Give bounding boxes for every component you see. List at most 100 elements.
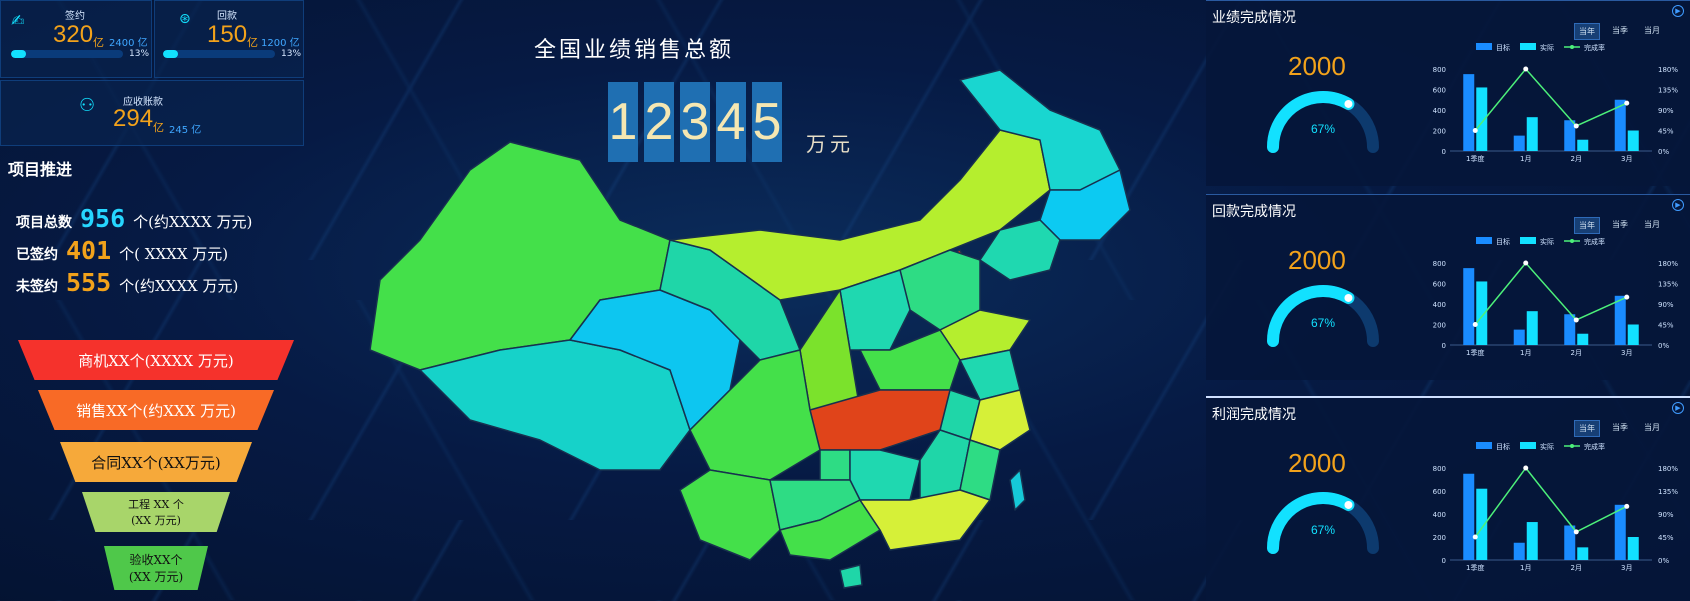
sales-digit: 1: [608, 82, 638, 162]
y-tick-label: 0: [1442, 342, 1446, 350]
bar-actual: [1577, 333, 1589, 345]
funnel-stage-sales[interactable]: 销售XX个(约XXX 万元): [38, 390, 274, 430]
funnel-sales-label: 销售XX个(约XXX 万元): [76, 401, 236, 420]
province-guangdong: [859, 489, 991, 551]
sales-digit: 4: [716, 82, 746, 162]
kpi-sign-pct: 13%: [129, 49, 150, 59]
rate-point: [1472, 128, 1478, 133]
tab-month[interactable]: 当月: [1644, 220, 1660, 229]
project-unsigned-label: 未签约: [16, 279, 58, 295]
china-map[interactable]: [360, 50, 1160, 595]
project-total-label: 项目总数: [16, 215, 72, 231]
page-title: 全国业绩销售总额: [534, 38, 735, 63]
legend-label-target: 目标: [1496, 237, 1510, 246]
bar-actual: [1476, 488, 1488, 560]
gauge-value: 2000: [1288, 448, 1346, 478]
y2-tick-label: 90%: [1658, 301, 1674, 309]
project-signed-suffix: 个( XXXX 万元): [119, 245, 229, 263]
y-tick-label: 800: [1433, 260, 1446, 268]
sales-unit: 万元: [806, 132, 854, 156]
legend-label-actual: 实际: [1540, 442, 1554, 451]
bar-target: [1614, 99, 1626, 151]
play-icon[interactable]: ▶: [1672, 199, 1684, 211]
legend-label-target: 目标: [1496, 442, 1510, 451]
sales-digit: 3: [680, 82, 710, 162]
province-qinghai: [569, 289, 741, 431]
x-tick-label: 1季度: [1466, 154, 1484, 163]
funnel-stage-contract[interactable]: 合同XX个(XX万元): [60, 442, 252, 482]
project-row-unsigned: 未签约 555 个(约XXXX 万元): [16, 268, 238, 297]
bar-target: [1564, 314, 1576, 345]
kpi-payment-progress-fill: [163, 50, 178, 58]
legend-label-actual: 实际: [1540, 237, 1554, 246]
bar-line-chart: 目标 实际 完成率 0 200 400 600 800 0% 45% 90% 135% 180% 1季度 1…: [1433, 43, 1678, 163]
rate-point: [1523, 260, 1529, 266]
period-tabs: 当年 当季 当月: [1574, 23, 1664, 40]
gauge: 67%: [1267, 492, 1379, 554]
kpi-payment-label: 回款: [217, 11, 237, 22]
gauge-percent: 67%: [1311, 523, 1335, 537]
rate-point: [1624, 503, 1630, 509]
panel-payment: 回款完成情况 ▶ 当年 当季 当月 2000 67% 目标 实际 完成率 0 200 40…: [1206, 194, 1690, 380]
play-icon[interactable]: ▶: [1672, 5, 1684, 17]
kpi-payment-progress: [163, 50, 275, 58]
period-tabs: 当年 当季 当月: [1574, 217, 1664, 234]
tab-quarter[interactable]: 当季: [1612, 423, 1628, 432]
project-title: 项目推进: [8, 160, 73, 179]
y2-tick-label: 135%: [1658, 488, 1678, 496]
province-zhejiang: [969, 389, 1031, 451]
gauge-percent: 67%: [1311, 316, 1335, 330]
bar-target: [1614, 295, 1626, 345]
rate-point: [1472, 534, 1478, 540]
tab-quarter[interactable]: 当季: [1612, 220, 1628, 229]
legend-swatch-actual: [1520, 442, 1536, 449]
rate-point: [1573, 317, 1579, 323]
funnel-stage-engineering[interactable]: 工程 XX 个 (XX 万元): [82, 492, 230, 532]
tab-month[interactable]: 当月: [1644, 26, 1660, 35]
bar-target: [1564, 120, 1576, 151]
tab-month[interactable]: 当月: [1644, 423, 1660, 432]
rate-point: [1523, 465, 1529, 471]
tab-year[interactable]: 当年: [1574, 23, 1600, 40]
x-tick-label: 3月: [1621, 564, 1632, 572]
sales-digit: 2: [644, 82, 674, 162]
kpi-receivable-card: ⚇ 应收账款 294 亿 245 亿: [0, 80, 304, 146]
kpi-payment-pct: 13%: [281, 49, 302, 59]
legend-label-rate: 完成率: [1584, 442, 1605, 451]
y-tick-label: 400: [1433, 107, 1446, 115]
funnel-stage-acceptance[interactable]: 验收XX个 (XX 万元): [104, 546, 208, 590]
play-icon[interactable]: ▶: [1672, 402, 1684, 414]
y2-tick-label: 180%: [1658, 465, 1678, 473]
project-total-value: 956: [80, 204, 126, 233]
legend-label-rate: 完成率: [1584, 237, 1605, 246]
province-hainan: [839, 564, 863, 589]
y2-tick-label: 90%: [1658, 107, 1674, 115]
rate-line: [1474, 67, 1628, 131]
legend-label-actual: 实际: [1540, 43, 1554, 52]
panel-profit-title: 利润完成情况: [1212, 407, 1296, 423]
kpi-receivable-label: 应收账款: [123, 97, 163, 108]
gauge-knob: [1344, 99, 1353, 108]
funnel-stage-opportunity[interactable]: 商机XX个(XXXX 万元): [18, 340, 294, 380]
x-tick-label: 1季度: [1466, 563, 1484, 572]
tab-year[interactable]: 当年: [1574, 420, 1600, 437]
project-unsigned-suffix: 个(约XXXX 万元): [119, 277, 239, 295]
legend-swatch-rate-dot: [1570, 239, 1574, 243]
tab-year[interactable]: 当年: [1574, 217, 1600, 234]
legend-swatch-target: [1476, 237, 1492, 244]
kpi-sign-progress: [11, 50, 123, 58]
kpi-receivable-unit: 亿: [153, 121, 164, 134]
bar-actual: [1526, 117, 1538, 151]
x-tick-label: 2月: [1571, 155, 1582, 163]
province-taiwan: [1009, 469, 1026, 511]
bar-line-chart: 目标 实际 完成率 0 200 400 600 800 0% 45% 90% 135% 180% 1季度 1…: [1433, 237, 1678, 357]
x-tick-label: 1季度: [1466, 348, 1484, 357]
gauge: 67%: [1267, 91, 1379, 153]
kpi-sign-value: 320: [53, 21, 94, 48]
legend-swatch-rate-dot: [1570, 45, 1574, 49]
bar-actual: [1577, 139, 1589, 151]
gauge-value: 2000: [1288, 245, 1346, 275]
tab-quarter[interactable]: 当季: [1612, 26, 1628, 35]
kpi-payment-value: 150: [207, 21, 248, 48]
kpi-receivable-value: 294: [113, 105, 154, 132]
